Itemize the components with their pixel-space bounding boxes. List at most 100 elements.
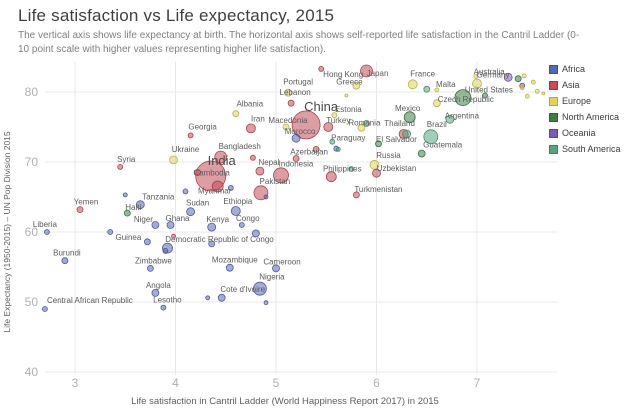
- data-point-uzbekistan[interactable]: [372, 168, 381, 178]
- data-point-indonesia[interactable]: [273, 167, 289, 184]
- y-tick-60: 60: [25, 225, 39, 239]
- data-point-unlabeled[interactable]: [249, 154, 256, 161]
- data-point-ukraine[interactable]: [169, 155, 178, 165]
- data-point-azerbaijan[interactable]: [292, 155, 300, 162]
- data-point-argentina[interactable]: [445, 114, 455, 124]
- data-point-malta[interactable]: [434, 87, 440, 93]
- data-point-unlabeled[interactable]: [530, 79, 536, 85]
- legend-item-north-america[interactable]: North America: [549, 109, 621, 125]
- data-point-yemen[interactable]: [76, 206, 84, 214]
- legend-item-africa[interactable]: Africa: [549, 61, 621, 77]
- data-point-brazil[interactable]: [423, 129, 439, 145]
- data-point-unlabeled[interactable]: [122, 192, 128, 198]
- legend-label-europe: Europe: [562, 96, 592, 106]
- data-point-angola[interactable]: [151, 288, 160, 297]
- data-point-mexico[interactable]: [403, 111, 416, 124]
- data-point-unlabeled[interactable]: [227, 184, 234, 191]
- data-point-united-states[interactable]: [454, 89, 472, 106]
- data-point-unlabeled[interactable]: [402, 129, 412, 139]
- data-point-unlabeled[interactable]: [208, 240, 216, 248]
- country-label-argentina: Argentina: [445, 111, 480, 120]
- data-point-cambodia[interactable]: [194, 169, 202, 176]
- data-point-unlabeled[interactable]: [423, 85, 431, 93]
- data-point-hong-kong[interactable]: [318, 66, 325, 72]
- legend-item-asia[interactable]: Asia: [549, 77, 621, 93]
- country-label-kenya: Kenya: [206, 215, 229, 224]
- data-point-myanmar[interactable]: [211, 180, 224, 193]
- data-point-iran[interactable]: [245, 123, 256, 134]
- data-point-albania[interactable]: [232, 110, 240, 118]
- data-point-unlabeled[interactable]: [162, 247, 169, 254]
- data-point-unlabeled[interactable]: [251, 229, 260, 238]
- data-point-unlabeled[interactable]: [473, 74, 479, 79]
- data-point-china[interactable]: [291, 110, 321, 140]
- data-point-guinea[interactable]: [143, 238, 151, 246]
- data-point-estonia[interactable]: [331, 112, 338, 118]
- data-point-unlabeled[interactable]: [107, 229, 114, 235]
- country-label-turkey: Turkey: [326, 116, 350, 125]
- data-point-unlabeled[interactable]: [344, 93, 349, 98]
- data-point-unlabeled[interactable]: [514, 75, 522, 83]
- data-point-morocco[interactable]: [291, 133, 301, 143]
- data-point-nepal[interactable]: [255, 166, 265, 176]
- legend-item-oceania[interactable]: Oceania: [549, 125, 621, 141]
- data-point-unlabeled[interactable]: [312, 145, 320, 153]
- data-point-unlabeled[interactable]: [363, 120, 370, 127]
- data-point-unlabeled[interactable]: [519, 85, 525, 91]
- data-point-macedonia[interactable]: [282, 123, 290, 131]
- data-point-nigeria[interactable]: [252, 281, 267, 296]
- data-point-czech-republic[interactable]: [432, 99, 441, 108]
- data-point-philippines[interactable]: [325, 171, 337, 183]
- data-point-france[interactable]: [407, 79, 418, 90]
- country-label-guatemala: Guatemala: [423, 141, 463, 150]
- legend-item-europe[interactable]: Europe: [549, 93, 621, 109]
- data-point-unlabeled[interactable]: [182, 188, 189, 195]
- data-point-turkey[interactable]: [323, 122, 334, 132]
- legend-item-south-america[interactable]: South America: [549, 141, 621, 157]
- data-point-syria[interactable]: [117, 163, 124, 170]
- data-point-unlabeled[interactable]: [335, 146, 341, 152]
- data-point-paraguay[interactable]: [329, 138, 336, 145]
- data-point-niger[interactable]: [151, 221, 160, 229]
- data-point-unlabeled[interactable]: [482, 92, 488, 99]
- data-point-congo[interactable]: [238, 222, 245, 228]
- country-label-myanmar: Myanmar: [198, 187, 232, 196]
- data-point-burundi[interactable]: [61, 257, 69, 265]
- data-point-cote-d-ivoire[interactable]: [217, 293, 226, 302]
- data-point-unlabeled[interactable]: [524, 93, 530, 99]
- data-point-unlabeled[interactable]: [263, 300, 269, 306]
- data-point-unlabeled[interactable]: [171, 233, 176, 239]
- data-point-australia[interactable]: [503, 72, 513, 82]
- data-point-unlabeled[interactable]: [541, 91, 546, 96]
- data-point-germany[interactable]: [472, 78, 482, 89]
- data-point-ethiopia[interactable]: [230, 206, 241, 216]
- data-point-bangladesh[interactable]: [214, 150, 228, 164]
- data-point-unlabeled[interactable]: [521, 73, 527, 79]
- data-point-haiti[interactable]: [123, 209, 131, 217]
- data-point-cameroon[interactable]: [272, 264, 280, 273]
- data-point-greece[interactable]: [352, 81, 361, 90]
- data-point-romania[interactable]: [357, 123, 366, 132]
- data-point-ghana[interactable]: [166, 221, 175, 229]
- data-point-lesotho[interactable]: [160, 304, 167, 311]
- data-point-unlabeled[interactable]: [205, 295, 211, 301]
- data-point-kenya[interactable]: [207, 222, 217, 232]
- data-point-portugal[interactable]: [284, 88, 293, 97]
- data-point-mozambique[interactable]: [225, 263, 234, 272]
- data-point-unlabeled[interactable]: [534, 88, 540, 94]
- data-point-unlabeled[interactable]: [263, 194, 269, 200]
- data-point-guatemala[interactable]: [417, 149, 426, 158]
- data-point-turkmenistan[interactable]: [352, 191, 360, 199]
- legend-label-oceania: Oceania: [562, 128, 596, 138]
- data-point-liberia[interactable]: [44, 229, 50, 235]
- data-point-tanzania[interactable]: [135, 200, 145, 210]
- data-point-zimbabwe[interactable]: [146, 264, 154, 272]
- data-point-japan[interactable]: [360, 64, 373, 78]
- data-point-unlabeled[interactable]: [348, 166, 355, 172]
- data-point-lebanon[interactable]: [287, 99, 295, 107]
- country-label-thailand: Thailand: [384, 119, 415, 128]
- data-point-el-salvador[interactable]: [375, 140, 382, 148]
- data-point-sudan[interactable]: [186, 207, 196, 217]
- data-point-central-african-republic[interactable]: [42, 306, 48, 312]
- data-point-georgia[interactable]: [187, 132, 194, 139]
